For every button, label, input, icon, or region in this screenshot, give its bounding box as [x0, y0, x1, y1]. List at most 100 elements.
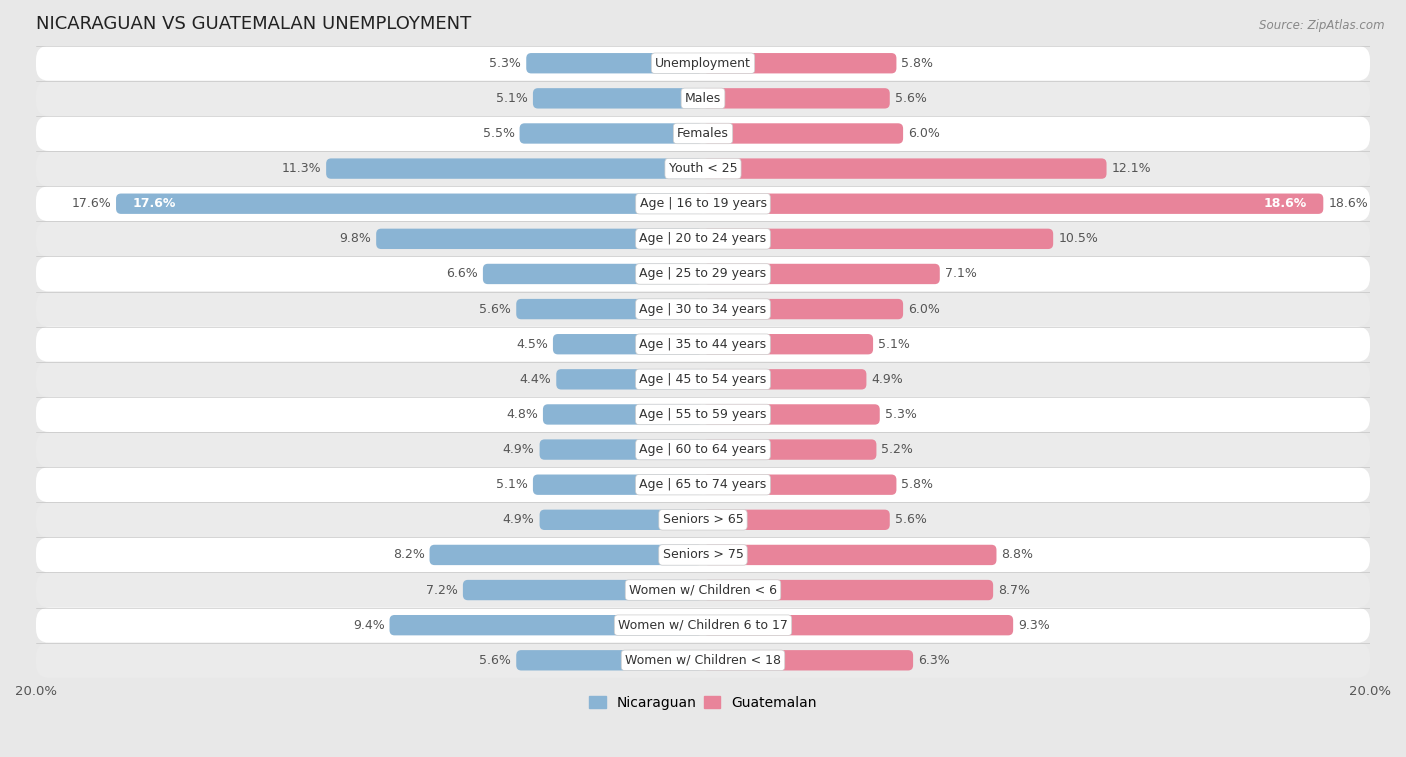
FancyBboxPatch shape — [37, 326, 1369, 362]
Text: 4.4%: 4.4% — [519, 373, 551, 386]
Text: 9.3%: 9.3% — [1018, 618, 1050, 631]
Text: 5.1%: 5.1% — [496, 92, 527, 105]
FancyBboxPatch shape — [703, 123, 903, 144]
FancyBboxPatch shape — [543, 404, 703, 425]
FancyBboxPatch shape — [37, 502, 1369, 537]
FancyBboxPatch shape — [429, 545, 703, 565]
Text: Age | 30 to 34 years: Age | 30 to 34 years — [640, 303, 766, 316]
FancyBboxPatch shape — [37, 116, 1369, 151]
FancyBboxPatch shape — [553, 334, 703, 354]
Text: 5.1%: 5.1% — [496, 478, 527, 491]
FancyBboxPatch shape — [703, 194, 1323, 214]
FancyBboxPatch shape — [533, 88, 703, 108]
Text: Age | 65 to 74 years: Age | 65 to 74 years — [640, 478, 766, 491]
Text: 7.2%: 7.2% — [426, 584, 458, 597]
FancyBboxPatch shape — [37, 643, 1369, 678]
Text: Age | 55 to 59 years: Age | 55 to 59 years — [640, 408, 766, 421]
Text: Source: ZipAtlas.com: Source: ZipAtlas.com — [1260, 19, 1385, 32]
Text: Age | 20 to 24 years: Age | 20 to 24 years — [640, 232, 766, 245]
FancyBboxPatch shape — [377, 229, 703, 249]
Text: Seniors > 75: Seniors > 75 — [662, 548, 744, 562]
FancyBboxPatch shape — [703, 158, 1107, 179]
FancyBboxPatch shape — [37, 432, 1369, 467]
Text: 4.8%: 4.8% — [506, 408, 538, 421]
Text: 10.5%: 10.5% — [1059, 232, 1098, 245]
FancyBboxPatch shape — [37, 572, 1369, 608]
Text: 4.9%: 4.9% — [503, 513, 534, 526]
FancyBboxPatch shape — [526, 53, 703, 73]
Text: 6.3%: 6.3% — [918, 654, 950, 667]
Text: 4.5%: 4.5% — [516, 338, 548, 350]
Text: Unemployment: Unemployment — [655, 57, 751, 70]
Text: Women w/ Children 6 to 17: Women w/ Children 6 to 17 — [619, 618, 787, 631]
Text: 5.5%: 5.5% — [482, 127, 515, 140]
FancyBboxPatch shape — [37, 151, 1369, 186]
Text: 5.1%: 5.1% — [879, 338, 910, 350]
Text: Females: Females — [678, 127, 728, 140]
Text: Age | 45 to 54 years: Age | 45 to 54 years — [640, 373, 766, 386]
Text: 9.8%: 9.8% — [339, 232, 371, 245]
FancyBboxPatch shape — [703, 615, 1014, 635]
FancyBboxPatch shape — [516, 299, 703, 319]
Text: 8.7%: 8.7% — [998, 584, 1031, 597]
Text: Youth < 25: Youth < 25 — [669, 162, 737, 175]
Text: Age | 25 to 29 years: Age | 25 to 29 years — [640, 267, 766, 280]
Text: 5.3%: 5.3% — [884, 408, 917, 421]
Text: 5.6%: 5.6% — [479, 654, 512, 667]
Text: 7.1%: 7.1% — [945, 267, 977, 280]
Text: 6.0%: 6.0% — [908, 303, 941, 316]
FancyBboxPatch shape — [520, 123, 703, 144]
FancyBboxPatch shape — [37, 186, 1369, 221]
Text: 5.2%: 5.2% — [882, 443, 914, 456]
FancyBboxPatch shape — [37, 397, 1369, 432]
FancyBboxPatch shape — [703, 580, 993, 600]
Text: Women w/ Children < 6: Women w/ Children < 6 — [628, 584, 778, 597]
Text: 8.2%: 8.2% — [392, 548, 425, 562]
FancyBboxPatch shape — [703, 650, 912, 671]
Text: 4.9%: 4.9% — [872, 373, 903, 386]
FancyBboxPatch shape — [703, 545, 997, 565]
FancyBboxPatch shape — [557, 369, 703, 390]
FancyBboxPatch shape — [117, 194, 703, 214]
Text: 5.6%: 5.6% — [479, 303, 512, 316]
FancyBboxPatch shape — [37, 45, 1369, 81]
Text: Age | 60 to 64 years: Age | 60 to 64 years — [640, 443, 766, 456]
FancyBboxPatch shape — [703, 53, 897, 73]
Text: Seniors > 65: Seniors > 65 — [662, 513, 744, 526]
FancyBboxPatch shape — [37, 81, 1369, 116]
FancyBboxPatch shape — [540, 439, 703, 459]
FancyBboxPatch shape — [37, 257, 1369, 291]
Text: 6.0%: 6.0% — [908, 127, 941, 140]
FancyBboxPatch shape — [703, 369, 866, 390]
FancyBboxPatch shape — [703, 509, 890, 530]
FancyBboxPatch shape — [703, 404, 880, 425]
FancyBboxPatch shape — [703, 439, 876, 459]
Text: 5.6%: 5.6% — [894, 92, 927, 105]
FancyBboxPatch shape — [37, 537, 1369, 572]
Text: Women w/ Children < 18: Women w/ Children < 18 — [626, 654, 780, 667]
Text: 12.1%: 12.1% — [1112, 162, 1152, 175]
Text: 5.8%: 5.8% — [901, 57, 934, 70]
FancyBboxPatch shape — [463, 580, 703, 600]
FancyBboxPatch shape — [37, 221, 1369, 257]
FancyBboxPatch shape — [482, 263, 703, 284]
Text: 5.8%: 5.8% — [901, 478, 934, 491]
FancyBboxPatch shape — [389, 615, 703, 635]
Text: 9.4%: 9.4% — [353, 618, 384, 631]
Text: 4.9%: 4.9% — [503, 443, 534, 456]
Text: 8.8%: 8.8% — [1001, 548, 1033, 562]
Text: Age | 35 to 44 years: Age | 35 to 44 years — [640, 338, 766, 350]
Text: 18.6%: 18.6% — [1264, 198, 1306, 210]
Text: NICARAGUAN VS GUATEMALAN UNEMPLOYMENT: NICARAGUAN VS GUATEMALAN UNEMPLOYMENT — [37, 15, 471, 33]
Text: 11.3%: 11.3% — [281, 162, 321, 175]
FancyBboxPatch shape — [703, 263, 939, 284]
FancyBboxPatch shape — [516, 650, 703, 671]
Text: 5.3%: 5.3% — [489, 57, 522, 70]
FancyBboxPatch shape — [37, 291, 1369, 326]
Text: 6.6%: 6.6% — [446, 267, 478, 280]
Text: 5.6%: 5.6% — [894, 513, 927, 526]
Text: Age | 16 to 19 years: Age | 16 to 19 years — [640, 198, 766, 210]
Text: 17.6%: 17.6% — [72, 198, 111, 210]
FancyBboxPatch shape — [703, 475, 897, 495]
FancyBboxPatch shape — [703, 229, 1053, 249]
